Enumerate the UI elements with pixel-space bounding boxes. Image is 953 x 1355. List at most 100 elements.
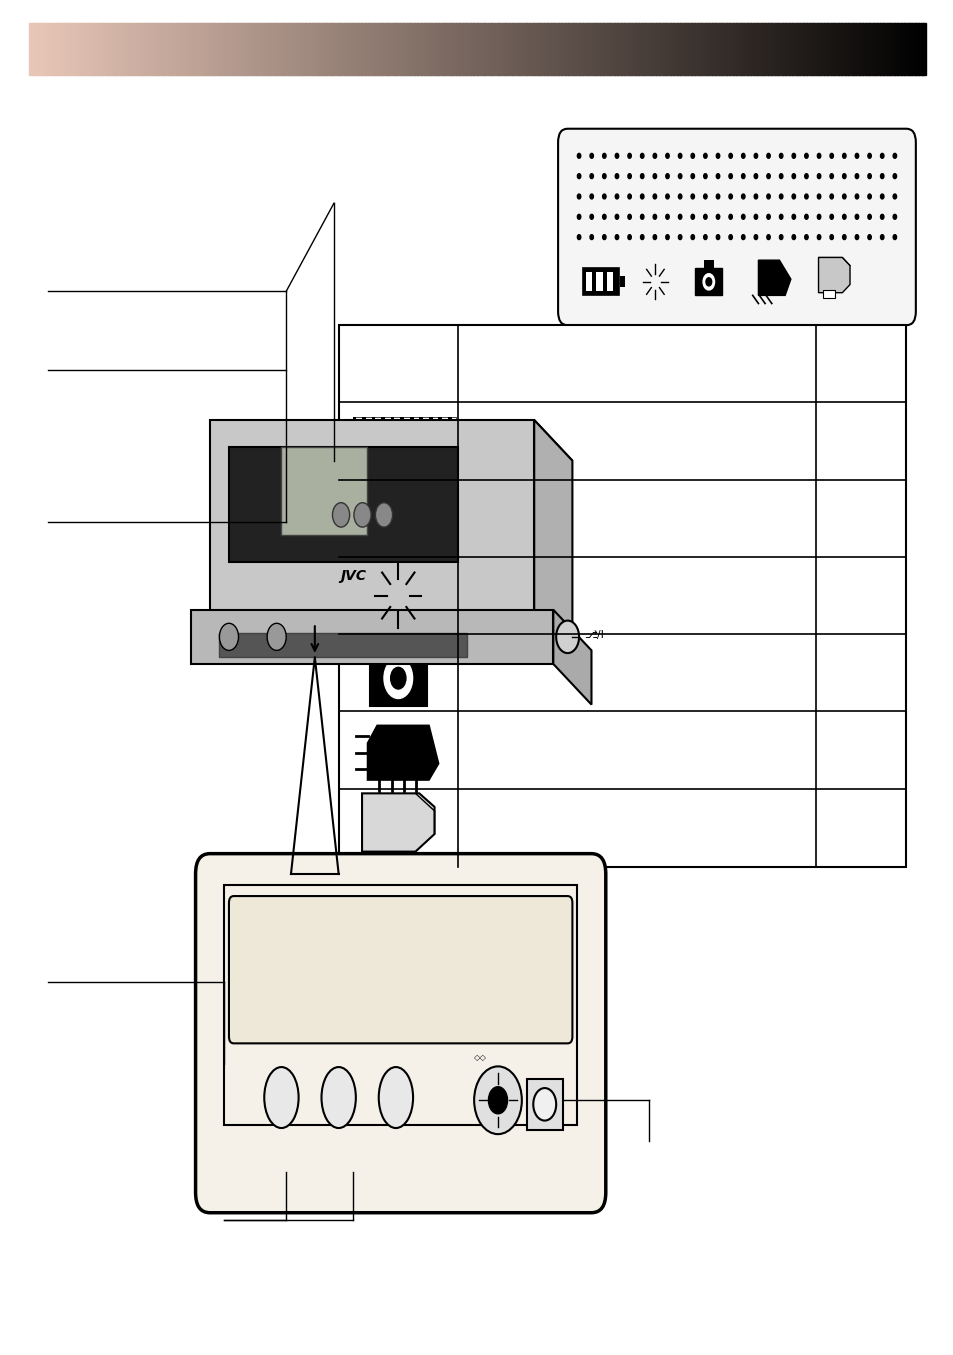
Circle shape bbox=[627, 214, 631, 220]
Bar bbox=[452, 23, 456, 75]
Bar bbox=[834, 23, 838, 75]
Bar bbox=[172, 23, 176, 75]
Circle shape bbox=[556, 621, 578, 653]
Bar bbox=[246, 23, 250, 75]
Bar bbox=[53, 23, 57, 75]
Bar bbox=[567, 23, 572, 75]
Bar bbox=[85, 23, 89, 75]
Bar bbox=[35, 23, 40, 75]
Bar bbox=[634, 23, 639, 75]
Circle shape bbox=[854, 173, 858, 179]
Bar bbox=[921, 23, 925, 75]
Circle shape bbox=[829, 214, 833, 220]
Circle shape bbox=[589, 153, 593, 159]
Bar bbox=[336, 23, 341, 75]
Bar bbox=[280, 23, 285, 75]
Circle shape bbox=[880, 153, 883, 159]
Bar bbox=[592, 23, 597, 75]
Bar bbox=[739, 23, 743, 75]
Circle shape bbox=[880, 173, 883, 179]
Bar bbox=[774, 23, 779, 75]
Bar bbox=[102, 23, 107, 75]
Bar bbox=[267, 23, 271, 75]
Bar bbox=[357, 23, 362, 75]
Bar bbox=[322, 23, 327, 75]
Bar bbox=[588, 23, 593, 75]
Circle shape bbox=[627, 153, 631, 159]
Bar bbox=[186, 23, 191, 75]
Bar bbox=[648, 23, 653, 75]
Circle shape bbox=[766, 173, 769, 179]
Bar bbox=[256, 23, 260, 75]
Circle shape bbox=[653, 194, 656, 199]
Circle shape bbox=[841, 153, 845, 159]
Circle shape bbox=[602, 194, 605, 199]
Bar bbox=[732, 23, 737, 75]
Circle shape bbox=[533, 1088, 556, 1121]
Ellipse shape bbox=[378, 1068, 413, 1127]
Bar bbox=[238, 23, 243, 75]
Bar bbox=[809, 23, 813, 75]
Circle shape bbox=[577, 194, 580, 199]
Circle shape bbox=[817, 194, 820, 199]
Circle shape bbox=[754, 194, 757, 199]
Bar bbox=[855, 23, 859, 75]
Circle shape bbox=[716, 173, 719, 179]
Circle shape bbox=[841, 194, 845, 199]
Circle shape bbox=[880, 234, 883, 240]
Circle shape bbox=[892, 194, 896, 199]
Bar bbox=[889, 23, 894, 75]
Bar bbox=[225, 23, 229, 75]
Circle shape bbox=[766, 153, 769, 159]
Circle shape bbox=[615, 214, 618, 220]
Circle shape bbox=[804, 234, 807, 240]
Bar bbox=[837, 23, 841, 75]
Circle shape bbox=[892, 234, 896, 240]
Bar bbox=[868, 23, 873, 75]
Bar bbox=[631, 23, 635, 75]
Bar bbox=[823, 23, 827, 75]
Bar bbox=[721, 23, 726, 75]
Circle shape bbox=[267, 623, 286, 650]
Circle shape bbox=[639, 214, 643, 220]
Circle shape bbox=[880, 194, 883, 199]
Circle shape bbox=[740, 173, 744, 179]
Circle shape bbox=[740, 234, 744, 240]
Bar bbox=[830, 23, 835, 75]
Bar bbox=[795, 23, 800, 75]
Circle shape bbox=[703, 153, 706, 159]
Circle shape bbox=[728, 234, 732, 240]
Circle shape bbox=[779, 234, 782, 240]
Bar bbox=[106, 23, 110, 75]
Bar bbox=[757, 23, 760, 75]
Bar bbox=[288, 23, 292, 75]
Circle shape bbox=[678, 234, 681, 240]
Circle shape bbox=[791, 173, 795, 179]
Circle shape bbox=[867, 214, 870, 220]
Circle shape bbox=[602, 173, 605, 179]
Ellipse shape bbox=[321, 1068, 355, 1127]
Bar bbox=[456, 23, 460, 75]
Bar bbox=[414, 417, 417, 466]
Bar bbox=[617, 23, 621, 75]
Circle shape bbox=[880, 214, 883, 220]
Bar bbox=[437, 417, 442, 466]
Bar bbox=[578, 23, 582, 75]
Bar bbox=[277, 23, 281, 75]
Bar bbox=[805, 23, 810, 75]
FancyBboxPatch shape bbox=[229, 896, 572, 1043]
Circle shape bbox=[602, 234, 605, 240]
Bar bbox=[369, 646, 426, 706]
Bar bbox=[399, 417, 404, 466]
Circle shape bbox=[817, 234, 820, 240]
Bar bbox=[703, 260, 713, 268]
Bar bbox=[249, 23, 253, 75]
Bar bbox=[196, 23, 201, 75]
Bar bbox=[886, 23, 890, 75]
Bar bbox=[375, 23, 379, 75]
Bar bbox=[431, 23, 436, 75]
Circle shape bbox=[728, 214, 732, 220]
Bar bbox=[330, 23, 334, 75]
Bar bbox=[399, 23, 404, 75]
Circle shape bbox=[615, 153, 618, 159]
